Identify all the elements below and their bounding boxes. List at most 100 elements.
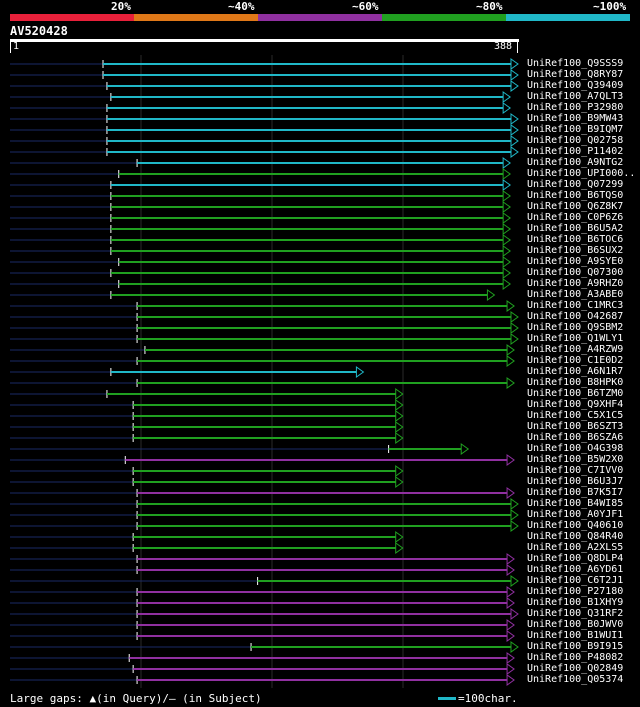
hit-label[interactable]: UniRef100_Q31RF2 (527, 608, 624, 619)
hit-label[interactable]: UniRef100_Q9XHF4 (527, 399, 624, 410)
hit-label[interactable]: UniRef100_Q39409 (527, 80, 624, 91)
hit-label[interactable]: UniRef100_C1MRC3 (527, 300, 624, 311)
hit-arrow (510, 69, 519, 81)
hit-label[interactable]: UniRef100_Q02849 (527, 663, 624, 674)
hit-arrow (395, 432, 404, 444)
hit-label[interactable]: UniRef100_Q1WLY1 (527, 333, 624, 344)
hit-label[interactable]: UniRef100_B6SUX2 (527, 245, 624, 256)
hit-arrow (486, 289, 496, 301)
hit-label[interactable]: UniRef100_B6TOC6 (527, 234, 624, 245)
hit-label[interactable]: UniRef100_P32980 (527, 102, 624, 113)
hit-label[interactable]: UniRef100_A6N1R7 (527, 366, 624, 377)
hit-arrow (502, 91, 511, 103)
hit-label[interactable]: UniRef100_B9I915 (527, 641, 624, 652)
hit-label[interactable]: UniRef100_Q05374 (527, 674, 624, 685)
scale-start-label: 1 (13, 41, 20, 52)
hit-label[interactable]: UniRef100_B6U3J7 (527, 476, 624, 487)
hit-label[interactable]: UniRef100_P11402 (527, 146, 624, 157)
hit-label[interactable]: UniRef100_B8HPK0 (527, 377, 624, 388)
legend-label-0: 20% (111, 0, 131, 13)
hit-arrow (502, 256, 511, 268)
hit-arrow (510, 80, 519, 92)
hit-label[interactable]: UniRef100_C7IVV0 (527, 465, 624, 476)
legend-label-4: ~100% (593, 0, 627, 13)
hit-arrow (506, 652, 515, 664)
hit-label[interactable]: UniRef100_B9IQM7 (527, 124, 624, 135)
hit-label[interactable]: UniRef100_A3ABE0 (527, 289, 624, 300)
hit-label[interactable]: UniRef100_C1E0D2 (527, 355, 624, 366)
hit-label[interactable]: UniRef100_O42687 (527, 311, 624, 322)
hit-arrow (510, 520, 519, 532)
hit-label[interactable]: UniRef100_Q40610 (527, 520, 624, 531)
hit-label[interactable]: UniRef100_Q07299 (527, 179, 624, 190)
hit-arrow (395, 476, 404, 488)
hit-label[interactable]: UniRef100_B7K5I7 (527, 487, 624, 498)
hit-label[interactable]: UniRef100_C5X1C5 (527, 410, 624, 421)
hit-label[interactable]: UniRef100_B5W2X0 (527, 454, 624, 465)
hit-arrow (506, 553, 515, 565)
hit-label[interactable]: UniRef100_B9MW43 (527, 113, 624, 124)
hit-label[interactable]: UniRef100_B6TQS0 (527, 190, 624, 201)
hit-arrow (506, 674, 515, 686)
hit-label[interactable]: UniRef100_O4G398 (527, 443, 624, 454)
hit-label[interactable]: UniRef100_A9RHZ0 (527, 278, 624, 289)
hit-arrow (395, 410, 404, 422)
hit-label[interactable]: UniRef100_Q07300 (527, 267, 624, 278)
hit-arrow (506, 355, 515, 367)
hit-arrow (395, 465, 404, 477)
hit-label[interactable]: UniRef100_C0P6Z6 (527, 212, 624, 223)
hit-arrow (506, 454, 515, 466)
hit-label[interactable]: UniRef100_B0JWV0 (527, 619, 624, 630)
hit-arrow (395, 542, 404, 554)
hit-arrow (506, 630, 515, 642)
hit-label[interactable]: UniRef100_A0YJF1 (527, 509, 624, 520)
hit-label[interactable]: UniRef100_P27180 (527, 586, 624, 597)
hit-label[interactable]: UniRef100_B6SZA6 (527, 432, 624, 443)
hit-label[interactable]: UniRef100_B1WUI1 (527, 630, 624, 641)
hit-label[interactable]: UniRef100_B6TZM0 (527, 388, 624, 399)
legend-bar-3 (382, 14, 506, 21)
hit-label[interactable]: UniRef100_A9NTG2 (527, 157, 624, 168)
hit-label[interactable]: UniRef100_A6YD61 (527, 564, 624, 575)
hit-arrow (502, 278, 511, 290)
hit-label[interactable]: UniRef100_Q8RY87 (527, 69, 624, 80)
hit-label[interactable]: UniRef100_Q84R40 (527, 531, 624, 542)
hit-arrow (395, 399, 404, 411)
hit-arrow (506, 344, 515, 356)
hit-label[interactable]: UniRef100_B6U5A2 (527, 223, 624, 234)
hit-label[interactable]: UniRef100_A9SYE0 (527, 256, 624, 267)
hit-arrow (506, 377, 515, 389)
legend-bar-2 (258, 14, 382, 21)
hit-label[interactable]: UniRef100_Q02758 (527, 135, 624, 146)
hit-label[interactable]: UniRef100_Q8DLP4 (527, 553, 624, 564)
gaps-legend: Large gaps: ▲(in Query)/— (in Subject) (10, 692, 262, 705)
hit-label[interactable]: UniRef100_B6SZT3 (527, 421, 624, 432)
hit-label[interactable]: UniRef100_A4RZW9 (527, 344, 624, 355)
hit-arrow (506, 663, 515, 675)
hit-label[interactable]: UniRef100_A7QLT3 (527, 91, 624, 102)
hit-arrow (510, 509, 519, 521)
hit-label[interactable]: UniRef100_Q6Z8K7 (527, 201, 624, 212)
hit-label[interactable]: UniRef100_UPI000.. (527, 168, 636, 179)
hit-label[interactable]: UniRef100_C6T2J1 (527, 575, 624, 586)
hit-arrow (502, 179, 511, 191)
hit-arrow (502, 245, 511, 257)
hit-arrow (510, 135, 519, 147)
hit-arrow (510, 311, 519, 323)
hit-arrow (506, 597, 515, 609)
hit-label[interactable]: UniRef100_B1XHY9 (527, 597, 624, 608)
scale-start-tick (10, 42, 11, 53)
hit-label[interactable]: UniRef100_A2XLS5 (527, 542, 624, 553)
scale-key-bar (438, 697, 456, 700)
hit-label[interactable]: UniRef100_B4WI85 (527, 498, 624, 509)
hit-label[interactable]: UniRef100_Q9SSS9 (527, 58, 624, 69)
hit-label[interactable]: UniRef100_P48082 (527, 652, 624, 663)
hit-arrow (355, 366, 365, 378)
legend-bar-4 (506, 14, 630, 21)
hit-arrow (395, 421, 404, 433)
hit-arrow (502, 201, 511, 213)
hit-label[interactable]: UniRef100_Q9SBM2 (527, 322, 624, 333)
scale-key-label: =100char. (458, 692, 518, 705)
hit-arrow (510, 124, 519, 136)
